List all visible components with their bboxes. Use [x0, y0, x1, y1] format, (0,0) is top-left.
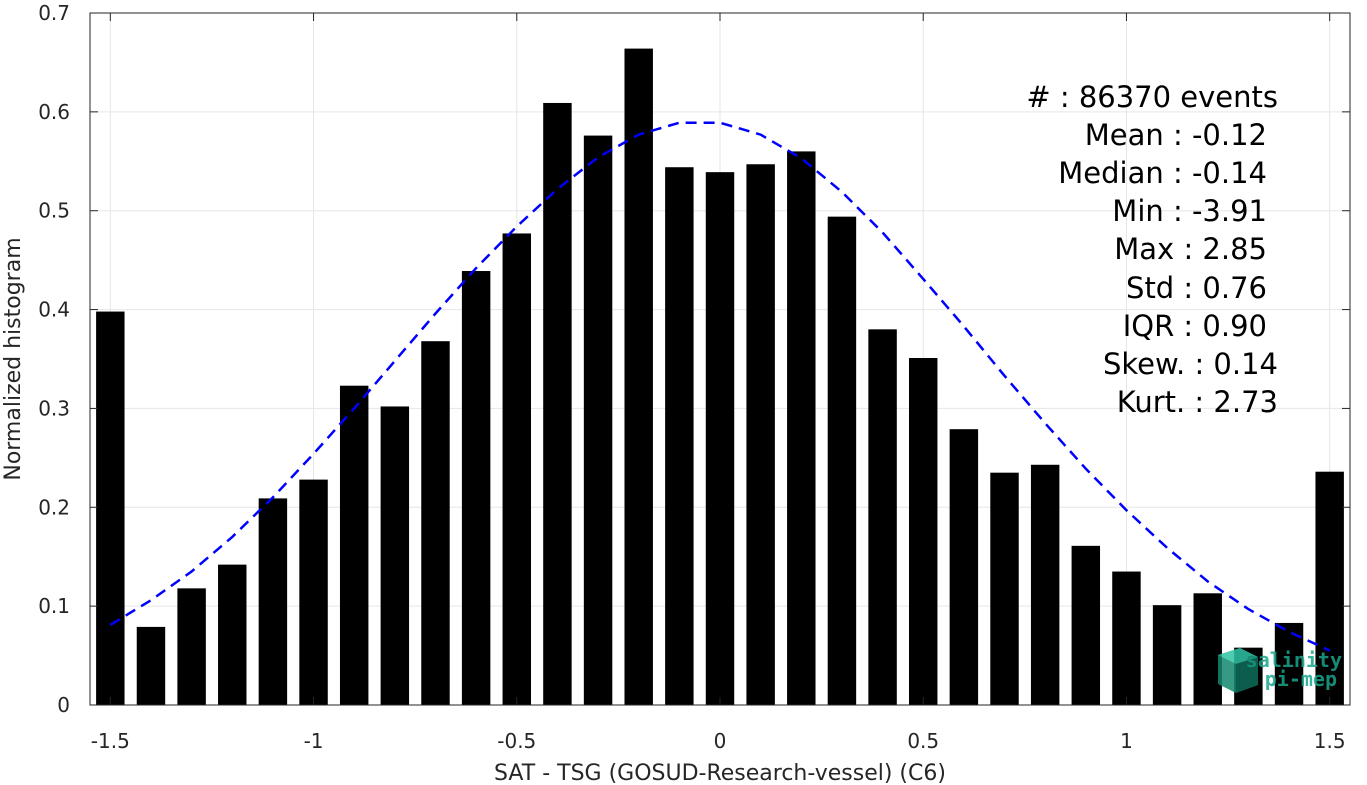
y-tick-label: 0.6 — [38, 100, 70, 124]
axis-ticks — [90, 12, 1350, 706]
histogram-bar — [136, 626, 166, 705]
y-axis-label: Normalized histogram — [1, 237, 26, 480]
histogram-bar — [1193, 593, 1222, 705]
x-axis-label: SAT - TSG (GOSUD-Research-vessel) (C6) — [494, 761, 946, 785]
histogram-bar — [1152, 605, 1182, 705]
stat-count: # : 86370 events — [1026, 80, 1278, 114]
histogram-bar — [502, 233, 531, 706]
x-tick-label: 0.5 — [907, 729, 939, 753]
x-tick-label: -1 — [304, 729, 324, 753]
histogram-bar — [1030, 464, 1060, 705]
salinity-pimep-logo: salinity pi-mep — [1218, 648, 1342, 693]
x-tick-label: -1.5 — [91, 729, 130, 753]
histogram-bar — [339, 385, 369, 705]
histogram-bar — [583, 135, 613, 705]
stats-annotation: # : 86370 events Mean : -0.12 Median : -… — [1026, 80, 1278, 419]
histogram-bar — [543, 102, 572, 705]
histogram-bar — [827, 216, 857, 705]
y-tick-labels: 0 0.1 0.2 0.3 0.4 0.5 0.6 0.7 — [38, 1, 70, 717]
histogram-bar — [746, 164, 775, 705]
histogram-bar — [380, 406, 410, 705]
histogram-bar — [461, 271, 491, 705]
stat-std: Std : 0.76 — [1126, 271, 1267, 305]
x-tick-label: 0 — [714, 729, 727, 753]
stat-mean: Mean : -0.12 — [1085, 118, 1267, 152]
histogram-bar — [909, 358, 938, 705]
stat-iqr: IQR : 0.90 — [1123, 309, 1267, 343]
gaussian-fit-curve — [109, 121, 1331, 652]
y-tick-label: 0.2 — [38, 495, 70, 519]
histogram-bar — [665, 167, 694, 705]
histogram-bar — [177, 588, 206, 705]
histogram-bar — [299, 479, 328, 705]
stat-min: Min : -3.91 — [1112, 194, 1267, 228]
histogram-bar — [218, 564, 247, 705]
x-tick-label: 1 — [1120, 729, 1133, 753]
histogram-bar — [1071, 545, 1101, 705]
stat-kurt: Kurt. : 2.73 — [1117, 385, 1278, 419]
histogram-bar — [705, 172, 735, 705]
x-tick-label: 1.5 — [1314, 729, 1346, 753]
histogram-bar — [258, 498, 288, 705]
logo-text-salinity: salinity — [1246, 648, 1342, 672]
y-tick-label: 0 — [57, 693, 70, 717]
histogram-bar — [96, 311, 125, 705]
y-tick-label: 0.5 — [38, 199, 70, 223]
histogram-bar — [421, 341, 450, 705]
logo-text-pimep: pi-mep — [1265, 667, 1337, 691]
bars — [96, 48, 1344, 706]
y-tick-label: 0.4 — [38, 298, 70, 322]
y-tick-label: 0.1 — [38, 594, 70, 618]
histogram-bar — [1112, 571, 1141, 705]
x-tick-labels: -1.5 -1 -0.5 0 0.5 1 1.5 — [91, 729, 1346, 753]
histogram-bar — [1315, 471, 1344, 705]
histogram-bar — [868, 329, 897, 705]
x-tick-label: -0.5 — [497, 729, 536, 753]
histogram-bar — [949, 429, 979, 705]
histogram-bar — [990, 472, 1019, 705]
histogram-bar — [787, 151, 816, 705]
stat-median: Median : -0.14 — [1058, 156, 1267, 190]
histogram-bar — [624, 48, 653, 706]
y-tick-label: 0.3 — [38, 396, 70, 420]
stat-max: Max : 2.85 — [1114, 232, 1267, 266]
y-tick-label: 0.7 — [38, 1, 70, 25]
stat-skew: Skew. : 0.14 — [1103, 347, 1278, 381]
